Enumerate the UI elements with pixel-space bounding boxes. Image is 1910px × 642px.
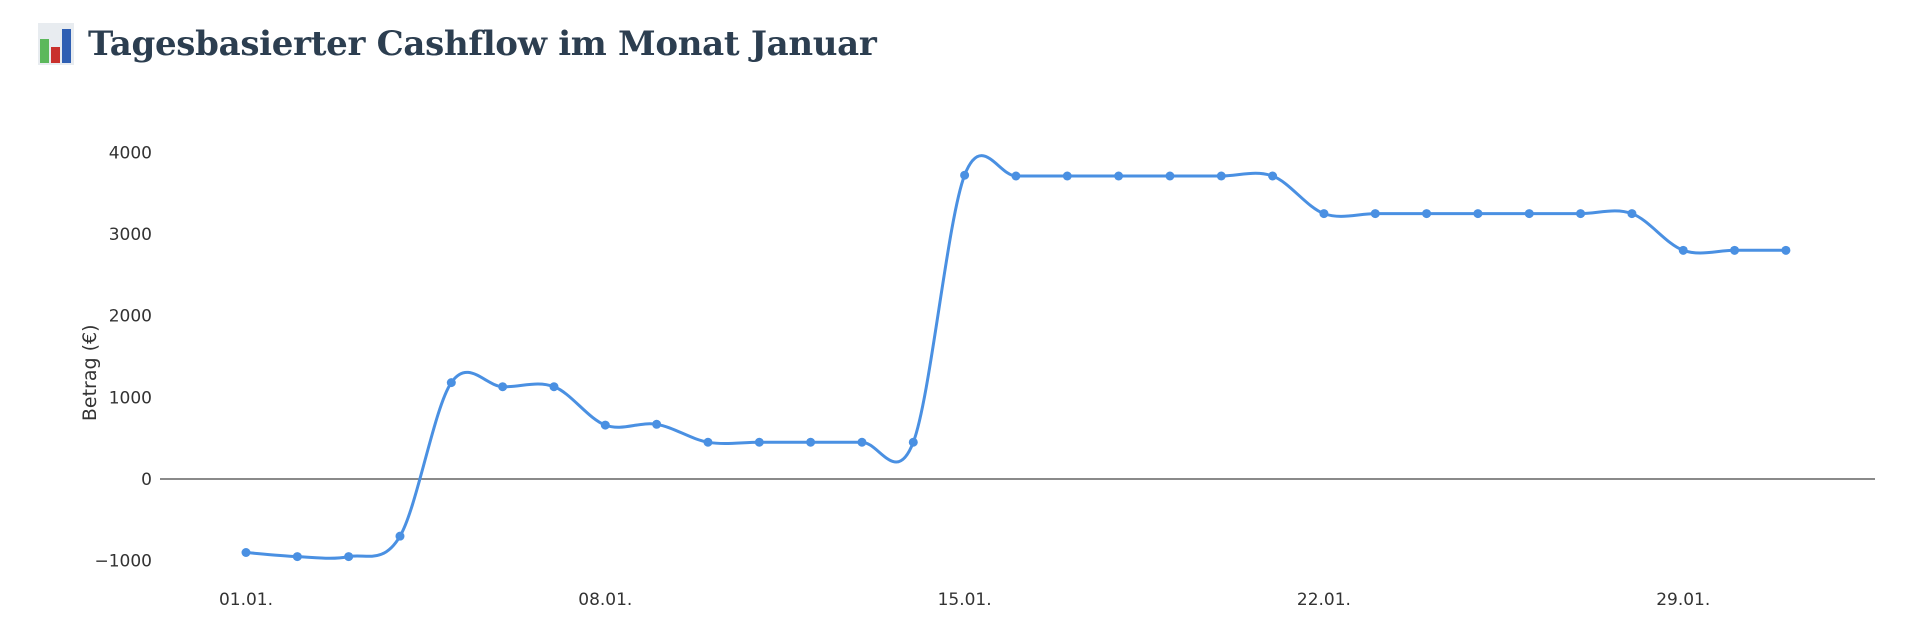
x-tick-label: 22.01.: [1297, 590, 1351, 610]
data-point[interactable]: [806, 437, 816, 447]
x-tick-label: 01.01.: [219, 590, 273, 610]
data-point[interactable]: [1678, 245, 1688, 255]
data-point[interactable]: [1165, 171, 1175, 181]
data-point[interactable]: [344, 552, 354, 562]
x-tick-label: 29.01.: [1656, 590, 1710, 610]
data-point[interactable]: [703, 437, 713, 447]
data-point[interactable]: [1524, 209, 1534, 219]
data-point[interactable]: [1370, 209, 1380, 219]
y-tick-label: 3000: [109, 225, 152, 245]
data-point[interactable]: [1268, 171, 1278, 181]
page-title: Tagesbasierter Cashflow im Monat Januar: [88, 24, 877, 64]
data-point[interactable]: [1473, 209, 1483, 219]
series-markers: [241, 170, 1791, 562]
data-point[interactable]: [549, 382, 559, 392]
y-axis-ticks: −1000 0 1000 2000 3000 4000: [94, 143, 152, 571]
y-tick-label: −1000: [94, 552, 152, 572]
x-axis-ticks: 01.01. 08.01. 15.01. 22.01. 29.01.: [219, 590, 1710, 610]
data-point[interactable]: [1114, 171, 1124, 181]
data-point[interactable]: [652, 419, 662, 429]
data-point[interactable]: [754, 437, 764, 447]
data-point[interactable]: [292, 552, 302, 562]
data-point[interactable]: [600, 420, 610, 430]
data-point[interactable]: [908, 437, 918, 447]
chart-header: Tagesbasierter Cashflow im Monat Januar: [38, 22, 877, 66]
x-tick-label: 08.01.: [578, 590, 632, 610]
y-tick-label: 0: [141, 470, 152, 490]
data-point[interactable]: [395, 531, 405, 541]
series-line: [245, 154, 1786, 560]
bar-chart-icon: [38, 23, 74, 65]
x-tick-label: 15.01.: [938, 590, 992, 610]
data-point[interactable]: [446, 378, 456, 388]
data-point[interactable]: [498, 382, 508, 392]
data-point[interactable]: [1422, 209, 1432, 219]
data-point[interactable]: [1011, 171, 1021, 181]
data-point[interactable]: [857, 437, 867, 447]
data-point[interactable]: [1319, 209, 1329, 219]
data-point[interactable]: [1781, 245, 1791, 255]
data-point[interactable]: [241, 548, 251, 558]
data-point[interactable]: [1730, 245, 1740, 255]
y-tick-label: 4000: [109, 143, 152, 163]
y-tick-label: 2000: [109, 307, 152, 327]
data-point[interactable]: [1627, 209, 1637, 219]
data-point[interactable]: [1216, 171, 1226, 181]
y-tick-label: 1000: [109, 388, 152, 408]
y-axis-title: Betrag (€): [79, 325, 101, 422]
data-point[interactable]: [1062, 171, 1072, 181]
data-point[interactable]: [960, 170, 970, 180]
data-point[interactable]: [1576, 209, 1586, 219]
